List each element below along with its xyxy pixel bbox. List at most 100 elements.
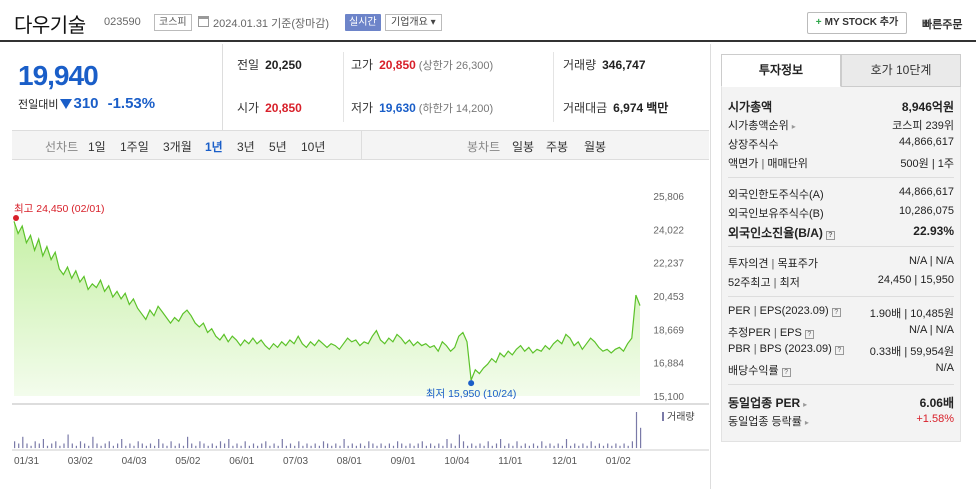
- row-value: N/A | N/A: [908, 255, 954, 267]
- row-sector-per[interactable]: 동일업종 PER ▸ 6.06배: [728, 392, 954, 410]
- volume-bar: [67, 434, 69, 448]
- volume-bar: [438, 443, 440, 448]
- row-label-wrap: 투자의견 | 목표주가: [728, 255, 818, 271]
- stat-value: 19,630: [379, 101, 416, 115]
- row-foreign-ratio[interactable]: 외국인소진율(B/A)? 22.93%: [728, 222, 954, 240]
- row-est-per[interactable]: 추정PER | EPS? N/A | N/A: [728, 322, 954, 340]
- y-tick-label: 18,669: [653, 325, 684, 336]
- stat-value: 6,974: [613, 101, 644, 115]
- row-value: 6.06배: [919, 396, 954, 410]
- tab-1y[interactable]: 1년: [205, 140, 223, 154]
- price-chart[interactable]: 25,806 24,022 22,237 20,453 18,669 16,884 15,1…: [12, 180, 709, 470]
- row-label: 시가총액: [728, 100, 773, 114]
- quick-order-link[interactable]: 빠른주문: [922, 19, 963, 31]
- volume-legend-label: 거래량: [667, 411, 695, 423]
- tab-5y[interactable]: 5년: [269, 140, 287, 154]
- volume-bar: [487, 441, 489, 449]
- corp-info-dropdown[interactable]: 기업개요 ▾: [385, 14, 442, 31]
- y-tick-label: 20,453: [653, 292, 684, 303]
- invest-info-body: 시가총액 8,946억원 시가총액순위 ▸ 코스피 239위 상장주식수 44,866,…: [721, 87, 961, 442]
- row-label-wrap: 52주최고 | 최저: [728, 274, 800, 290]
- volume-bar: [207, 445, 209, 449]
- separator: |: [753, 343, 757, 355]
- volume-bar: [627, 445, 629, 449]
- volume-bar: [355, 445, 357, 449]
- volume-bar: [537, 445, 539, 449]
- volume-bar: [215, 445, 217, 449]
- volume-bar: [178, 443, 180, 448]
- min-marker: [468, 380, 475, 387]
- row-label: EPS: [779, 327, 802, 339]
- volume-bar: [483, 445, 485, 449]
- help-icon[interactable]: ?: [825, 231, 835, 240]
- row-label-wrap: 동일업종 등락률 ▸: [728, 413, 809, 429]
- row-value: 22.93%: [913, 224, 954, 238]
- volume-bar: [574, 443, 576, 448]
- volume-bar: [174, 445, 176, 449]
- row-52week: 52주최고 | 최저 24,450 | 15,950: [728, 272, 954, 290]
- tab-3y[interactable]: 3년: [237, 140, 255, 154]
- volume-bar: [504, 445, 506, 449]
- row-label: 목표주가: [777, 258, 818, 270]
- volume-bar: [615, 443, 617, 448]
- volume-bar: [532, 443, 535, 448]
- tab-weekly[interactable]: 주봉: [546, 140, 569, 154]
- calendar-icon: [198, 16, 209, 27]
- my-stock-add-button[interactable]: + MY STOCK 추가: [807, 12, 907, 34]
- realtime-button[interactable]: 실시간: [345, 14, 381, 31]
- line-chart-label: 선차트: [45, 140, 79, 154]
- price-line: [13, 221, 641, 381]
- tab-1w[interactable]: 1주일: [120, 140, 149, 154]
- help-icon[interactable]: ?: [781, 368, 791, 377]
- volume-bar: [430, 443, 432, 448]
- y-tick-label: 22,237: [653, 259, 684, 270]
- row-value: +1.58%: [916, 413, 954, 425]
- volume-bar: [26, 443, 28, 448]
- volume-bar: [623, 443, 625, 448]
- volume-bar: [252, 443, 255, 448]
- divider: [728, 177, 954, 178]
- row-pbr[interactable]: PBR | BPS (2023.09)? 0.33배 | 59,954원: [728, 341, 954, 359]
- volume-bar: [277, 445, 279, 449]
- candle-chart-label: 봉차트: [467, 140, 501, 154]
- tab-monthly[interactable]: 월봉: [584, 140, 607, 154]
- volume-bar: [236, 443, 238, 448]
- volume-bar: [108, 441, 110, 449]
- volume-bar: [611, 445, 613, 449]
- row-dividend[interactable]: 배당수익률? N/A: [728, 360, 954, 378]
- volume-bar: [640, 427, 642, 449]
- tab-invest-info[interactable]: 투자정보: [721, 54, 841, 87]
- volume-bar: [273, 443, 275, 448]
- stat-value: 20,850: [379, 58, 416, 72]
- tab-daily[interactable]: 일봉: [512, 140, 535, 154]
- volume-bar: [129, 443, 131, 448]
- stock-header: 다우기술 023590 코스피 2024.01.31 기준(장마감) 실시간 기…: [0, 0, 976, 42]
- volume-bar: [191, 443, 193, 448]
- volume-bar: [541, 441, 543, 449]
- tab-1d[interactable]: 1일: [88, 140, 106, 154]
- volume-bar: [619, 445, 621, 449]
- volume-bar: [269, 445, 271, 449]
- row-market-cap-rank[interactable]: 시가총액순위 ▸ 코스피 239위: [728, 115, 954, 133]
- volume-bar: [635, 412, 638, 448]
- row-sector-rate[interactable]: 동일업종 등락률 ▸ +1.58%: [728, 411, 954, 429]
- volume-bar: [495, 443, 498, 448]
- help-icon[interactable]: ?: [831, 308, 841, 317]
- tab-10y[interactable]: 10년: [301, 140, 326, 154]
- row-per[interactable]: PER | EPS(2023.09)? 1.90배 | 10,485원: [728, 303, 954, 321]
- tab-3m[interactable]: 3개월: [163, 140, 192, 154]
- help-icon[interactable]: ?: [834, 346, 844, 355]
- volume-bar: [22, 436, 24, 449]
- volume-bar: [248, 445, 250, 449]
- help-icon[interactable]: ?: [804, 330, 814, 339]
- volume-bar: [310, 445, 312, 449]
- volume-bar: [137, 441, 139, 449]
- volume-bar: [294, 445, 296, 449]
- row-label-wrap: PER | EPS(2023.09)?: [728, 305, 841, 317]
- row-label: 최저: [779, 277, 800, 289]
- row-label: EPS(2023.09): [759, 305, 829, 317]
- volume-bar: [232, 445, 234, 449]
- volume-bar: [265, 441, 267, 449]
- volume-bar: [30, 445, 32, 449]
- tab-orderbook[interactable]: 호가 10단계: [841, 54, 961, 87]
